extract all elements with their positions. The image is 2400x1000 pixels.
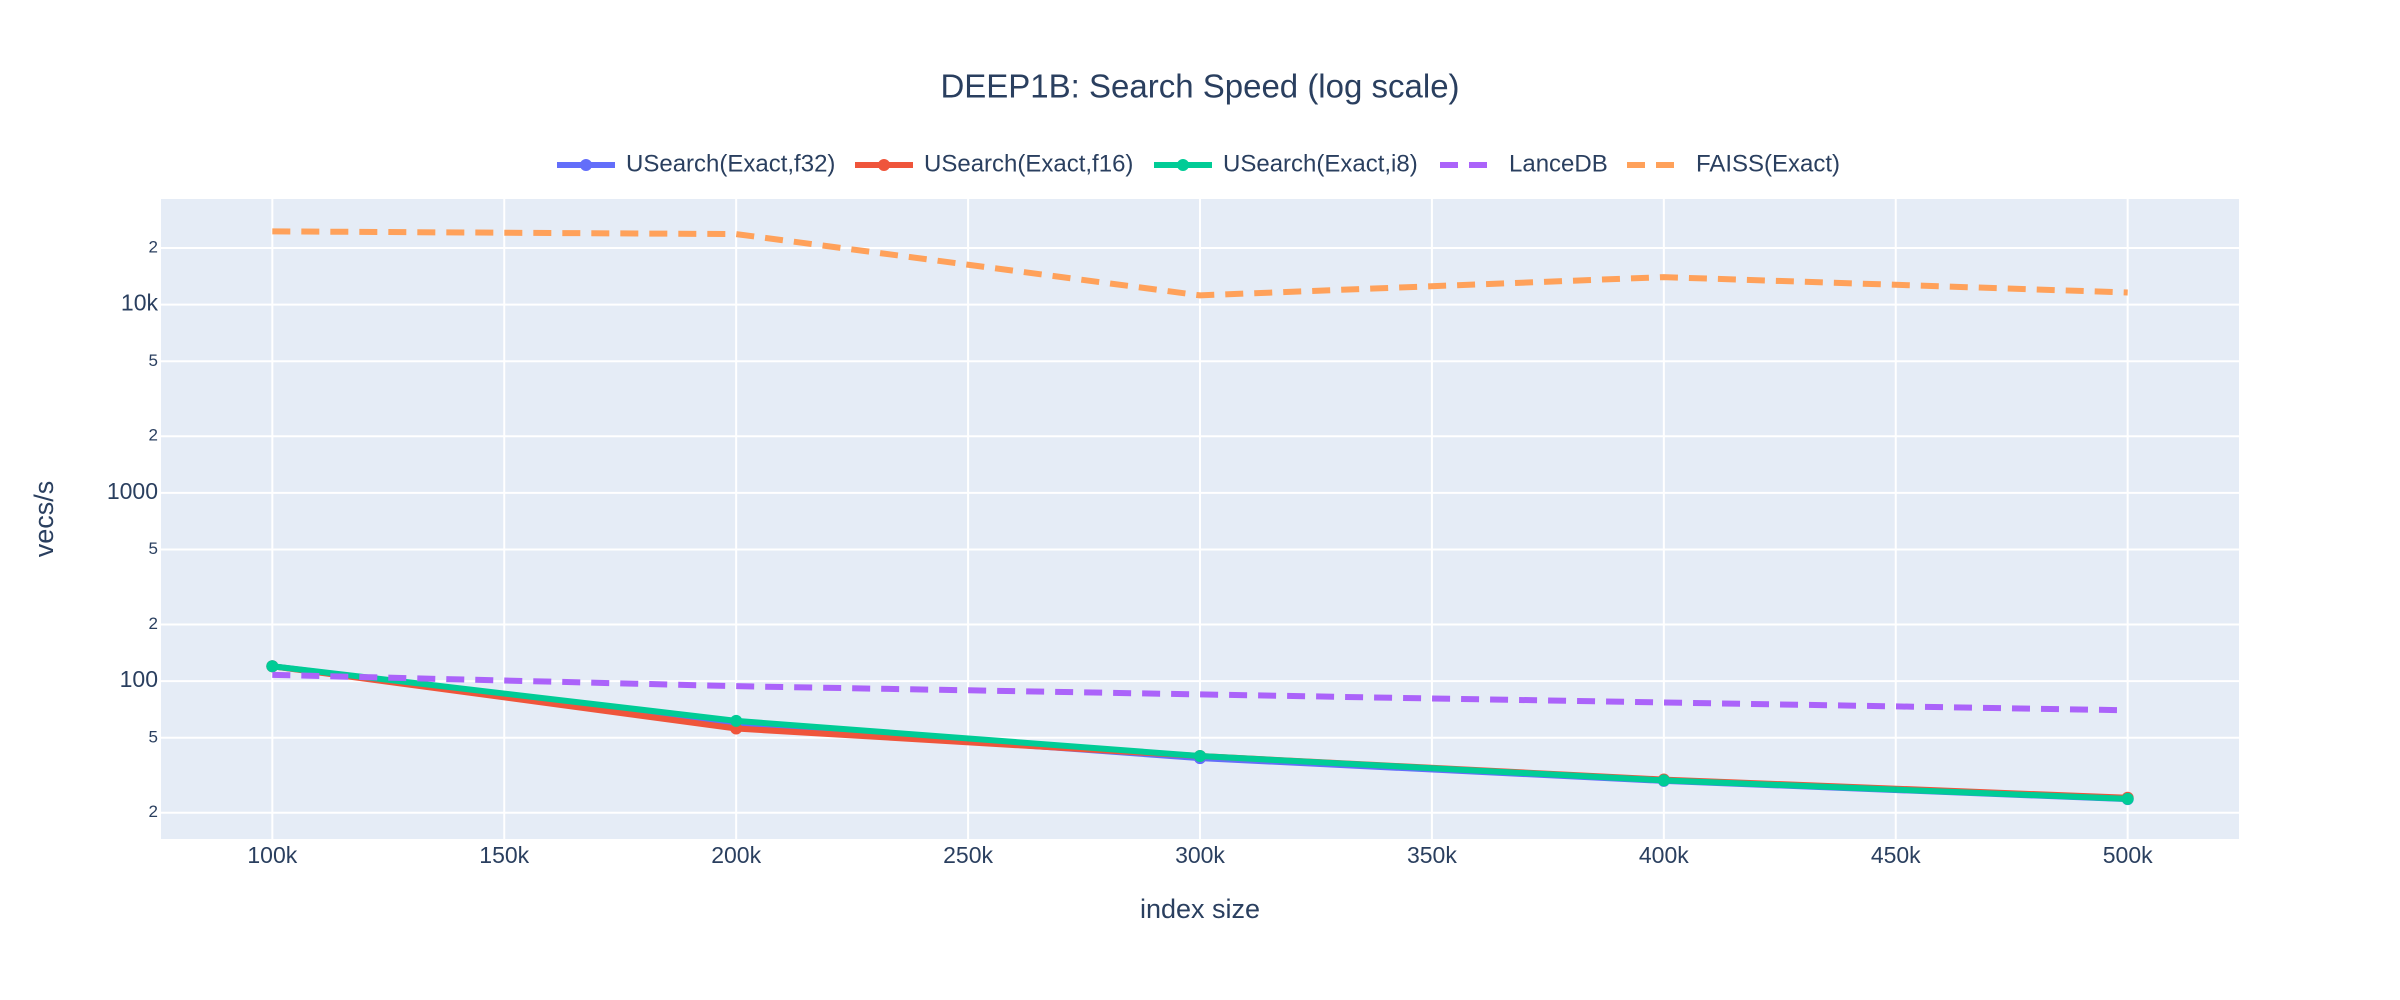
series-marker bbox=[730, 714, 743, 727]
x-tick-label: 100k bbox=[247, 842, 297, 868]
legend-label: USearch(Exact,i8) bbox=[1223, 150, 1418, 177]
y-tick-label: 100 bbox=[120, 666, 158, 692]
x-tick-label: 500k bbox=[2103, 842, 2153, 868]
y-tick-label: 5 bbox=[149, 351, 158, 370]
legend-marker bbox=[878, 159, 890, 171]
series-line bbox=[272, 671, 2128, 714]
y-tick-label: 10k bbox=[121, 290, 159, 316]
x-tick-label: 400k bbox=[1639, 842, 1689, 868]
x-tick-label: 300k bbox=[1175, 842, 1225, 868]
y-tick-label: 2 bbox=[149, 237, 158, 256]
y-tick-label: 5 bbox=[149, 727, 158, 746]
x-axis-title: index size bbox=[1140, 894, 1260, 924]
y-tick-label: 1000 bbox=[107, 478, 158, 504]
y-tick-label: 2 bbox=[149, 426, 158, 445]
series-marker bbox=[1194, 750, 1206, 763]
series-line bbox=[272, 228, 2128, 299]
series-marker bbox=[266, 660, 279, 673]
x-tick-label: 450k bbox=[1871, 842, 1921, 868]
y-axis-title: vecs/s bbox=[29, 481, 59, 558]
y-tick-label: 2 bbox=[149, 614, 158, 633]
x-tick-label: 250k bbox=[943, 842, 993, 868]
legend-label: LanceDB bbox=[1509, 150, 1608, 177]
x-tick-label: 350k bbox=[1407, 842, 1457, 868]
legend-marker bbox=[580, 159, 592, 171]
legend-label: USearch(Exact,f16) bbox=[924, 150, 1133, 177]
x-tick-label: 200k bbox=[711, 842, 761, 868]
x-tick-label: 150k bbox=[479, 842, 529, 868]
marks bbox=[266, 228, 2134, 806]
y-tick-label: 5 bbox=[149, 539, 158, 558]
legend-marker bbox=[1177, 159, 1189, 171]
chart-title: DEEP1B: Search Speed (log scale) bbox=[940, 68, 1459, 105]
series-marker bbox=[2121, 792, 2134, 805]
grid bbox=[161, 199, 2239, 839]
y-tick-label: 2 bbox=[149, 802, 158, 821]
legend-label: FAISS(Exact) bbox=[1696, 150, 1840, 177]
series-marker bbox=[1657, 774, 1670, 787]
legend-label: USearch(Exact,f32) bbox=[626, 150, 835, 177]
